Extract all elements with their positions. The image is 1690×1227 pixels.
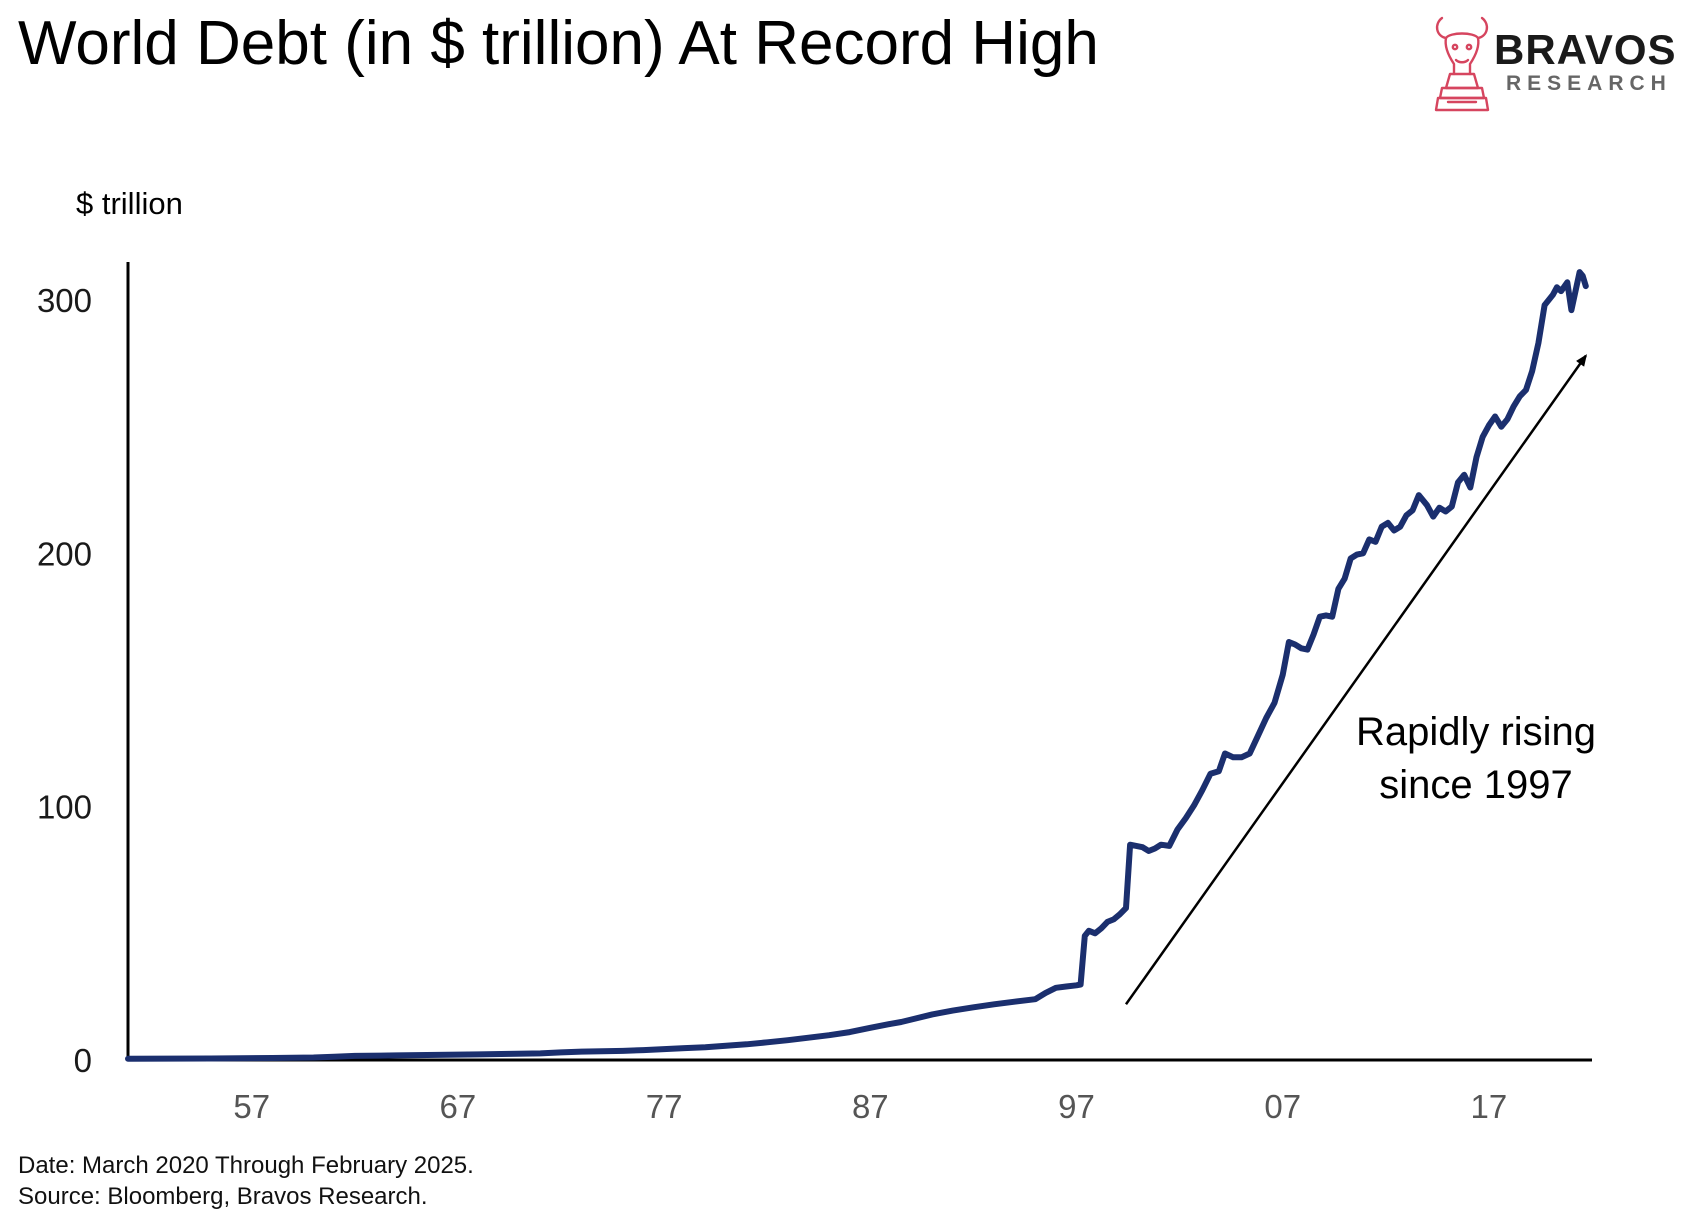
- series-layer: [125, 269, 1589, 1062]
- annotation-text-line-2: since 1997: [1379, 763, 1572, 807]
- x-tick-label: 77: [646, 1088, 683, 1125]
- series-line: [125, 269, 1589, 1062]
- x-tick-labels: 57 67 77 87 97 07 17: [233, 1088, 1507, 1125]
- brand-logo-block: BRAVOS RESEARCH: [1428, 14, 1678, 118]
- y-tick-label: 300: [37, 282, 92, 319]
- bull-chess-knight-icon: [1434, 16, 1490, 112]
- trend-arrow: [1124, 354, 1587, 1005]
- y-tick-labels: 0 100 200 300: [37, 282, 92, 1079]
- x-tick-label: 87: [852, 1088, 889, 1125]
- y-tick-label: 0: [74, 1042, 92, 1079]
- page-title: World Debt (in $ trillion) At Record Hig…: [18, 9, 1099, 78]
- source-note: Source: Bloomberg, Bravos Research.: [18, 1183, 428, 1210]
- x-tick-label: 97: [1058, 1088, 1095, 1125]
- brand-name: BRAVOS: [1494, 26, 1677, 73]
- annotation-text-line-1: Rapidly rising: [1356, 710, 1596, 754]
- x-tick-label: 07: [1264, 1088, 1301, 1125]
- brand-subtitle: RESEARCH: [1506, 72, 1672, 95]
- x-tick-label: 57: [233, 1088, 270, 1125]
- x-tick-label: 17: [1471, 1088, 1508, 1125]
- y-tick-label: 100: [37, 789, 92, 826]
- date-note: Date: March 2020 Through February 2025.: [18, 1152, 474, 1179]
- footer-notes: Date: March 2020 Through February 2025. …: [18, 1150, 474, 1212]
- y-tick-label: 200: [37, 535, 92, 572]
- x-tick-label: 67: [440, 1088, 477, 1125]
- y-axis-label: $ trillion: [76, 186, 183, 221]
